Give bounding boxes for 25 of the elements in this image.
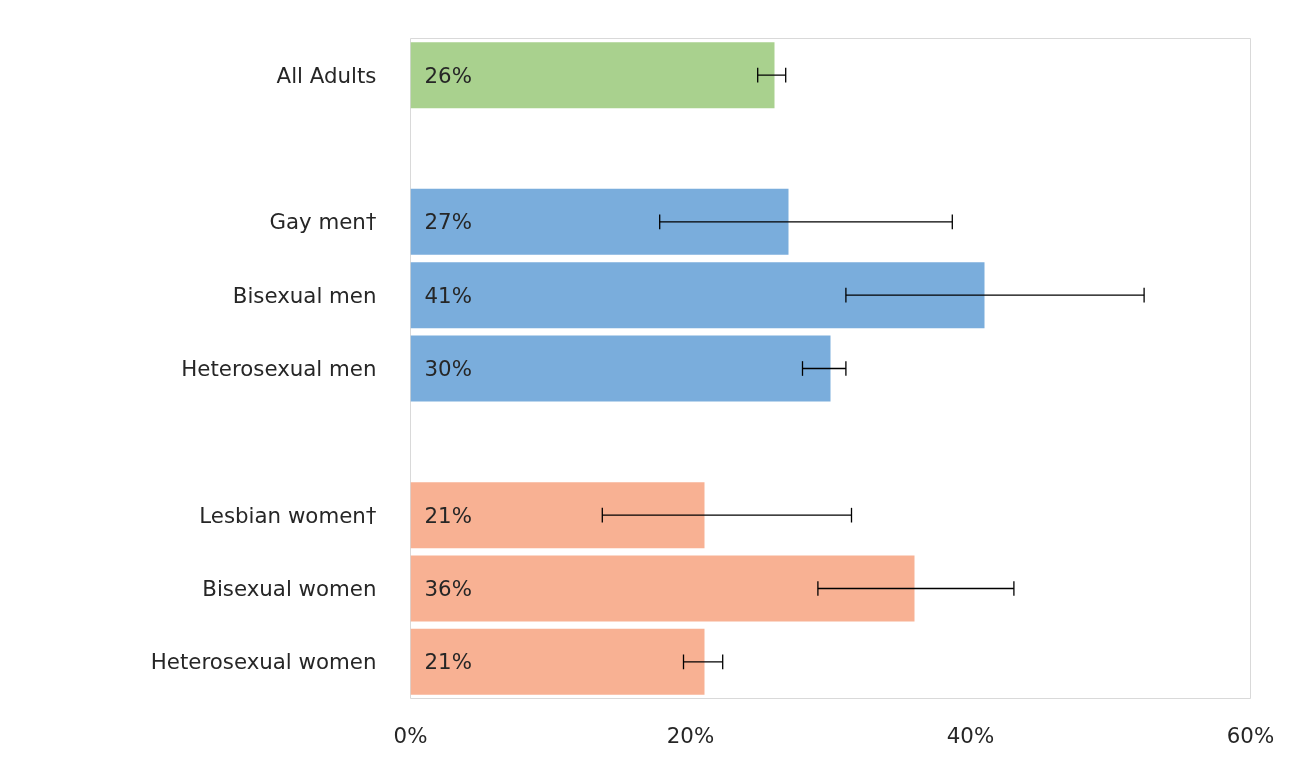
bar	[410, 335, 831, 402]
x-tick-label: 20%	[666, 722, 715, 748]
data-label: 21%	[424, 649, 472, 675]
bar	[410, 555, 915, 622]
y-tick-label: Gay men†	[269, 209, 377, 235]
bar	[410, 188, 789, 255]
x-tick-label: 60%	[1226, 722, 1275, 748]
data-label: 41%	[424, 282, 472, 308]
bar	[410, 42, 775, 109]
bar	[410, 628, 705, 695]
data-label: 21%	[424, 502, 472, 528]
y-tick-label: All Adults	[276, 62, 377, 88]
x-tick-label: 0%	[393, 722, 428, 748]
bar	[410, 482, 705, 549]
x-tick-label: 40%	[946, 722, 995, 748]
bar	[410, 262, 985, 329]
y-tick-label: Lesbian women†	[199, 502, 377, 528]
y-tick-label: Bisexual women	[202, 576, 377, 601]
y-tick-label: Bisexual men	[232, 282, 377, 308]
data-label: 36%	[424, 576, 472, 601]
data-label: 26%	[424, 62, 472, 88]
y-tick-label: Heterosexual men	[181, 356, 377, 381]
data-label: 27%	[424, 209, 472, 235]
data-label: 30%	[424, 356, 472, 381]
y-tick-label: Heterosexual women	[150, 649, 377, 675]
